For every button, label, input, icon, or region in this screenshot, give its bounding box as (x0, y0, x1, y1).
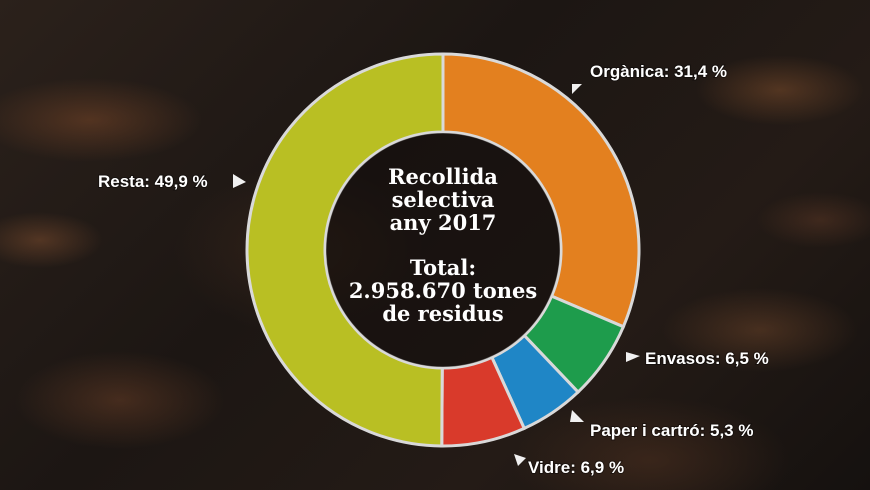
donut-center-text: Recollida selectiva any 2017 Total: 2.95… (349, 164, 537, 326)
donut-slices (245, 52, 641, 448)
label-paper-carto: Paper i cartró: 5,3 % (590, 421, 753, 440)
pointer-resta (233, 174, 246, 188)
pointer-envasos (626, 352, 640, 362)
label-pointers (233, 84, 640, 466)
pointer-paper-carto (570, 410, 584, 422)
total-line-1: Total: (410, 255, 476, 280)
slice-labels: Orgànica: 31,4 % Envasos: 6,5 % Paper i … (97, 61, 770, 478)
pointer-vidre (514, 454, 526, 466)
label-vidre: Vidre: 6,9 % (528, 458, 624, 477)
total-line-2: 2.958.670 tones (349, 278, 537, 303)
pointer-organica (572, 84, 582, 94)
title-line-1: Recollida (388, 164, 498, 189)
total-line-3: de residus (382, 301, 503, 326)
label-resta: Resta: 49,9 % (98, 172, 208, 191)
donut-hole (326, 133, 560, 367)
slice-resta (245, 52, 445, 448)
slice-organica (441, 52, 641, 329)
title-line-2: selectiva (392, 187, 495, 212)
label-organica: Orgànica: 31,4 % (590, 62, 727, 81)
label-envasos: Envasos: 6,5 % (645, 349, 769, 368)
title-line-3: any 2017 (390, 210, 497, 235)
